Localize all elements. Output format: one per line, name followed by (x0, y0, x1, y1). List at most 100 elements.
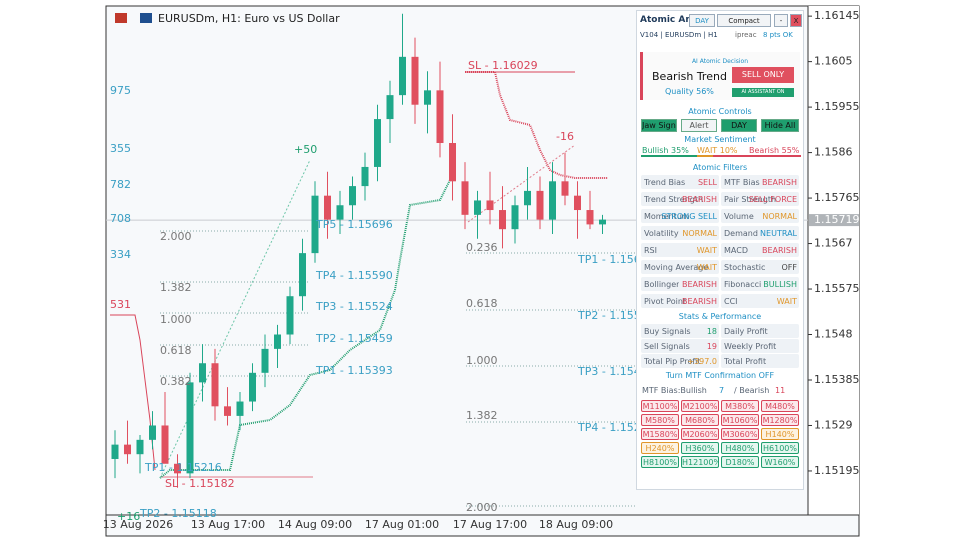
filter-label: Moving Average (644, 263, 709, 272)
panel-button[interactable]: X (790, 14, 802, 27)
control-button[interactable]: Alert (681, 119, 717, 132)
mtf-text: M6 (685, 416, 698, 425)
filter-value: BEARISH (681, 195, 717, 204)
sentiment-bar (641, 155, 697, 157)
mtf-text: 40% (776, 430, 795, 439)
filter-value: BEARISH (681, 297, 717, 306)
icon (115, 13, 127, 23)
annotation: 0.236 (466, 241, 498, 254)
mtf-text: W1 (764, 458, 778, 467)
mtf-text: M20 (682, 430, 700, 439)
filter-value: BEARISH (761, 178, 797, 187)
y-tick-label: 1.1548 (814, 328, 853, 341)
annotation: 1.000 (466, 354, 498, 367)
mtf-text: 60% (696, 444, 715, 453)
candle-body (411, 56, 419, 105)
panel-button[interactable]: - (774, 14, 788, 27)
mtf-cell: D180% (721, 456, 759, 468)
filter-value: WAIT (696, 246, 717, 255)
candle-body (461, 181, 469, 215)
panel-info: V104 | EURUSDm | H1 (640, 31, 718, 39)
sentiment-label: WAIT 10% (697, 146, 738, 155)
annotation: TP4 - 1.15590 (315, 269, 393, 282)
filter-cell (721, 209, 799, 223)
filter-label: Bollinger (644, 280, 680, 289)
candle-body (349, 186, 356, 206)
annotation: 0.382 (160, 375, 192, 388)
control-button[interactable]: Hide All (761, 119, 799, 132)
mtf-text: H6 (763, 444, 775, 453)
candle-body (436, 90, 444, 144)
mtf-text: 40% (656, 444, 675, 453)
mtf-text: 80% (657, 416, 675, 425)
mtf-text: M15 (642, 430, 660, 439)
candle-body (199, 363, 206, 383)
filter-cell (721, 294, 799, 308)
filter-cell (721, 277, 799, 291)
mtf-text: H3 (685, 444, 697, 453)
filter-value: 19 (706, 342, 717, 351)
decision-trend: Bearish Trend (652, 70, 727, 83)
filter-cell (641, 243, 719, 257)
y-tick-label: 1.15385 (814, 373, 860, 386)
y-tick-label: 1.1567 (814, 237, 853, 250)
panel-info: 8 pts OK (763, 31, 793, 39)
mtf-cell: M2060% (681, 428, 719, 440)
filter-cell (641, 192, 719, 206)
candle-body (586, 210, 594, 225)
filter-label: CCI (724, 297, 738, 306)
mtf-cell: H480% (721, 442, 759, 454)
filter-label: Total Profit (724, 357, 767, 366)
candle-body (424, 90, 431, 105)
mtf-cell: M1580% (641, 428, 679, 440)
panel-button[interactable]: Compact (717, 14, 771, 27)
filter-value: +397.0 (687, 357, 717, 366)
panel-button[interactable]: DAY (689, 14, 715, 27)
candle-body (161, 425, 169, 464)
mtf-cell: H12100% (681, 456, 719, 468)
decision-heading: AI Atomic Decision (691, 58, 749, 65)
annotation: SL - 1.16029 (468, 59, 538, 72)
mtf-text: H12 (682, 458, 699, 467)
filter-cell (641, 294, 719, 308)
mtf-cell: W160% (761, 456, 799, 468)
annotation: 1.382 (466, 409, 498, 422)
candle-body (449, 143, 456, 182)
mtf-cell: M580% (641, 414, 679, 426)
annotation: 1.000 (160, 313, 192, 326)
annotation: TP2 - 1.15459 (315, 332, 393, 345)
filter-label: Sell Signals (644, 342, 690, 351)
candle-body (361, 166, 369, 187)
candle-body (286, 296, 294, 335)
control-button[interactable]: DAY (721, 119, 757, 132)
filter-value: NORMAL (762, 212, 797, 221)
mtf-text: 100% (774, 444, 797, 453)
candle-body (261, 348, 269, 373)
filter-label: Volatility (644, 229, 679, 238)
candle-body (549, 181, 556, 220)
section-heading: Market Sentiment (684, 135, 756, 144)
trailing-stop (159, 169, 456, 479)
annotation: 975 (110, 84, 131, 97)
annotation: TP2 - 1.15118 (139, 507, 217, 520)
sentiment-bar (713, 155, 801, 157)
mtf-cell: M380% (721, 400, 759, 412)
filter-cell (641, 209, 719, 223)
filter-value: SELL FORCE (748, 195, 797, 204)
annotation: TP3 - 1.15524 (315, 300, 393, 313)
filter-label: Trend Bias (644, 178, 686, 187)
filter-value: NORMAL (682, 229, 717, 238)
candle-body (599, 219, 606, 225)
control-button[interactable]: Jaw Signa (641, 119, 677, 132)
annotation: TP5 - 1.15696 (315, 218, 393, 231)
candle-body (374, 119, 381, 167)
y-tick-label: 1.15575 (814, 282, 860, 295)
y-tick-label: 1.15955 (814, 100, 860, 113)
mtf-text: M10 (722, 416, 740, 425)
section-heading: Turn MTF Confirmation OFF (665, 371, 775, 380)
filter-label: Stochastic (724, 263, 766, 272)
filter-label: Pivot Point (644, 297, 687, 306)
annotation: TP1 - 1.156 (577, 253, 641, 266)
mtf-text: 60% (699, 430, 718, 439)
